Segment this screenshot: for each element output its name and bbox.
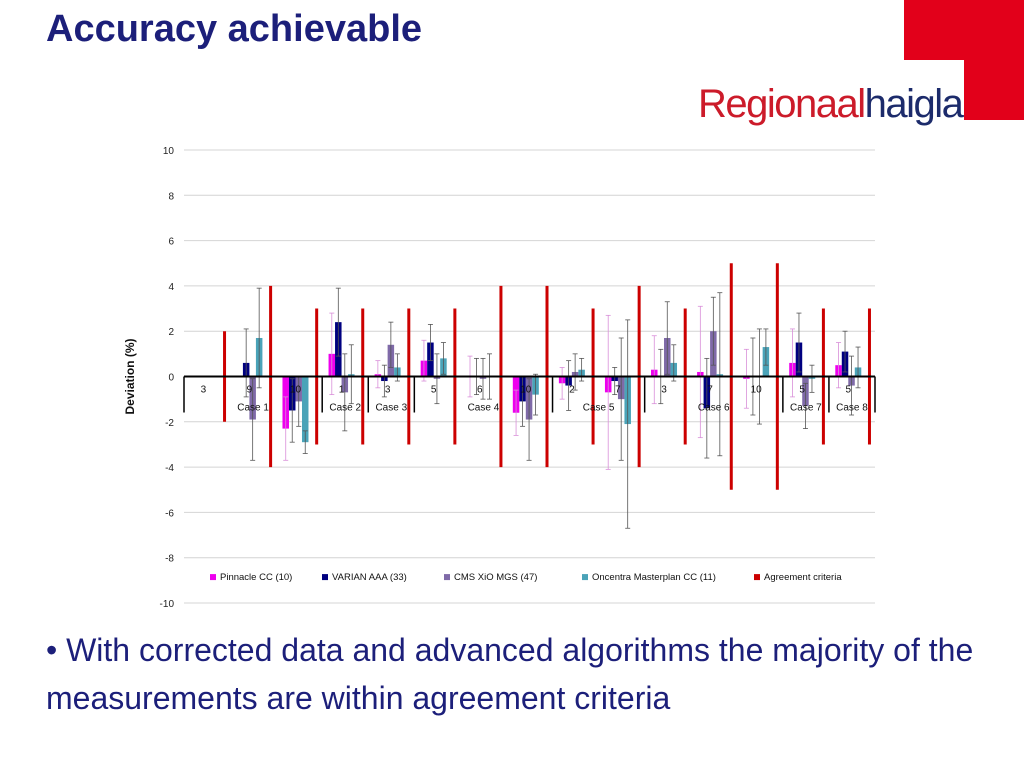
x-tick-label: 1	[339, 385, 345, 396]
deviation-chart: 10 8 6 4 2 0 -2 -4 -6 -8 -10 Deviation (%) 3 9 10 1 3 5 6 1…	[110, 138, 890, 610]
legend-label: CMS XiO MGS (47)	[454, 572, 537, 583]
y-tick-label: 10	[163, 146, 175, 157]
slide-title: Accuracy achievable	[46, 8, 423, 50]
case-label: Case 3	[375, 403, 407, 414]
bar	[301, 376, 309, 443]
x-tick-label: 9	[247, 385, 253, 396]
y-tick-label: -4	[165, 463, 174, 474]
x-tick-label: 3	[201, 385, 207, 396]
legend-swatch	[210, 574, 216, 581]
y-tick-label: -2	[165, 418, 174, 429]
legend-label: Oncentra Masterplan CC (11)	[592, 572, 716, 583]
x-tick-label: 5	[431, 385, 437, 396]
y-tick-label: -6	[165, 508, 174, 519]
bullet-glyph: •	[46, 632, 58, 668]
x-tick-label: 2	[569, 385, 575, 396]
legend-label: Agreement criteria	[764, 572, 842, 583]
legend-swatch	[582, 574, 588, 581]
brand-block-small	[964, 60, 1024, 120]
legend-swatch	[754, 574, 760, 581]
legend-label: Pinnacle CC (10)	[220, 572, 292, 583]
y-axis-label: Deviation (%)	[123, 338, 137, 414]
legend-label: VARIAN AAA (33)	[332, 572, 407, 583]
legend-swatch	[444, 574, 450, 581]
y-tick-label: 0	[168, 373, 174, 384]
y-tick-label: -8	[165, 554, 174, 565]
logo-part-regionaal: Regionaal	[698, 82, 866, 126]
x-tick-label: 5	[846, 385, 852, 396]
logo: Regionaalhaigla	[698, 82, 964, 127]
x-tick-label: 5	[799, 385, 805, 396]
case-label: Case 1	[237, 403, 269, 414]
x-tick-label: 7	[707, 385, 713, 396]
case-label: Case 5	[583, 403, 615, 414]
brand-block	[904, 0, 1024, 60]
y-tick-label: 8	[168, 191, 174, 202]
x-tick-label: 10	[290, 385, 302, 396]
bullet-point: • With corrected data and advanced algor…	[46, 626, 996, 722]
logo-part-haigla: haigla	[864, 82, 964, 126]
chart-svg: 10 8 6 4 2 0 -2 -4 -6 -8 -10 Deviation (%) 3 9 10 1 3 5 6 1…	[123, 146, 876, 610]
y-tick-label: -10	[160, 599, 175, 610]
case-label: Case 8	[836, 403, 868, 414]
case-label: Case 6	[698, 403, 730, 414]
legend-swatch	[322, 574, 328, 581]
bullet-text: With corrected data and advanced algorit…	[46, 632, 974, 716]
x-tick-label: 10	[751, 385, 763, 396]
x-tick-label: 10	[520, 385, 532, 396]
x-tick-label: 6	[477, 385, 483, 396]
y-tick-label: 4	[168, 282, 174, 293]
case-label: Case 2	[329, 403, 361, 414]
case-label: Case 7	[790, 403, 822, 414]
y-tick-label: 2	[168, 327, 174, 338]
x-tick-label: 7	[615, 385, 621, 396]
x-tick-label: 3	[385, 385, 391, 396]
case-label: Case 4	[468, 403, 500, 414]
x-tick-label: 3	[661, 385, 667, 396]
y-tick-label: 6	[168, 237, 174, 248]
